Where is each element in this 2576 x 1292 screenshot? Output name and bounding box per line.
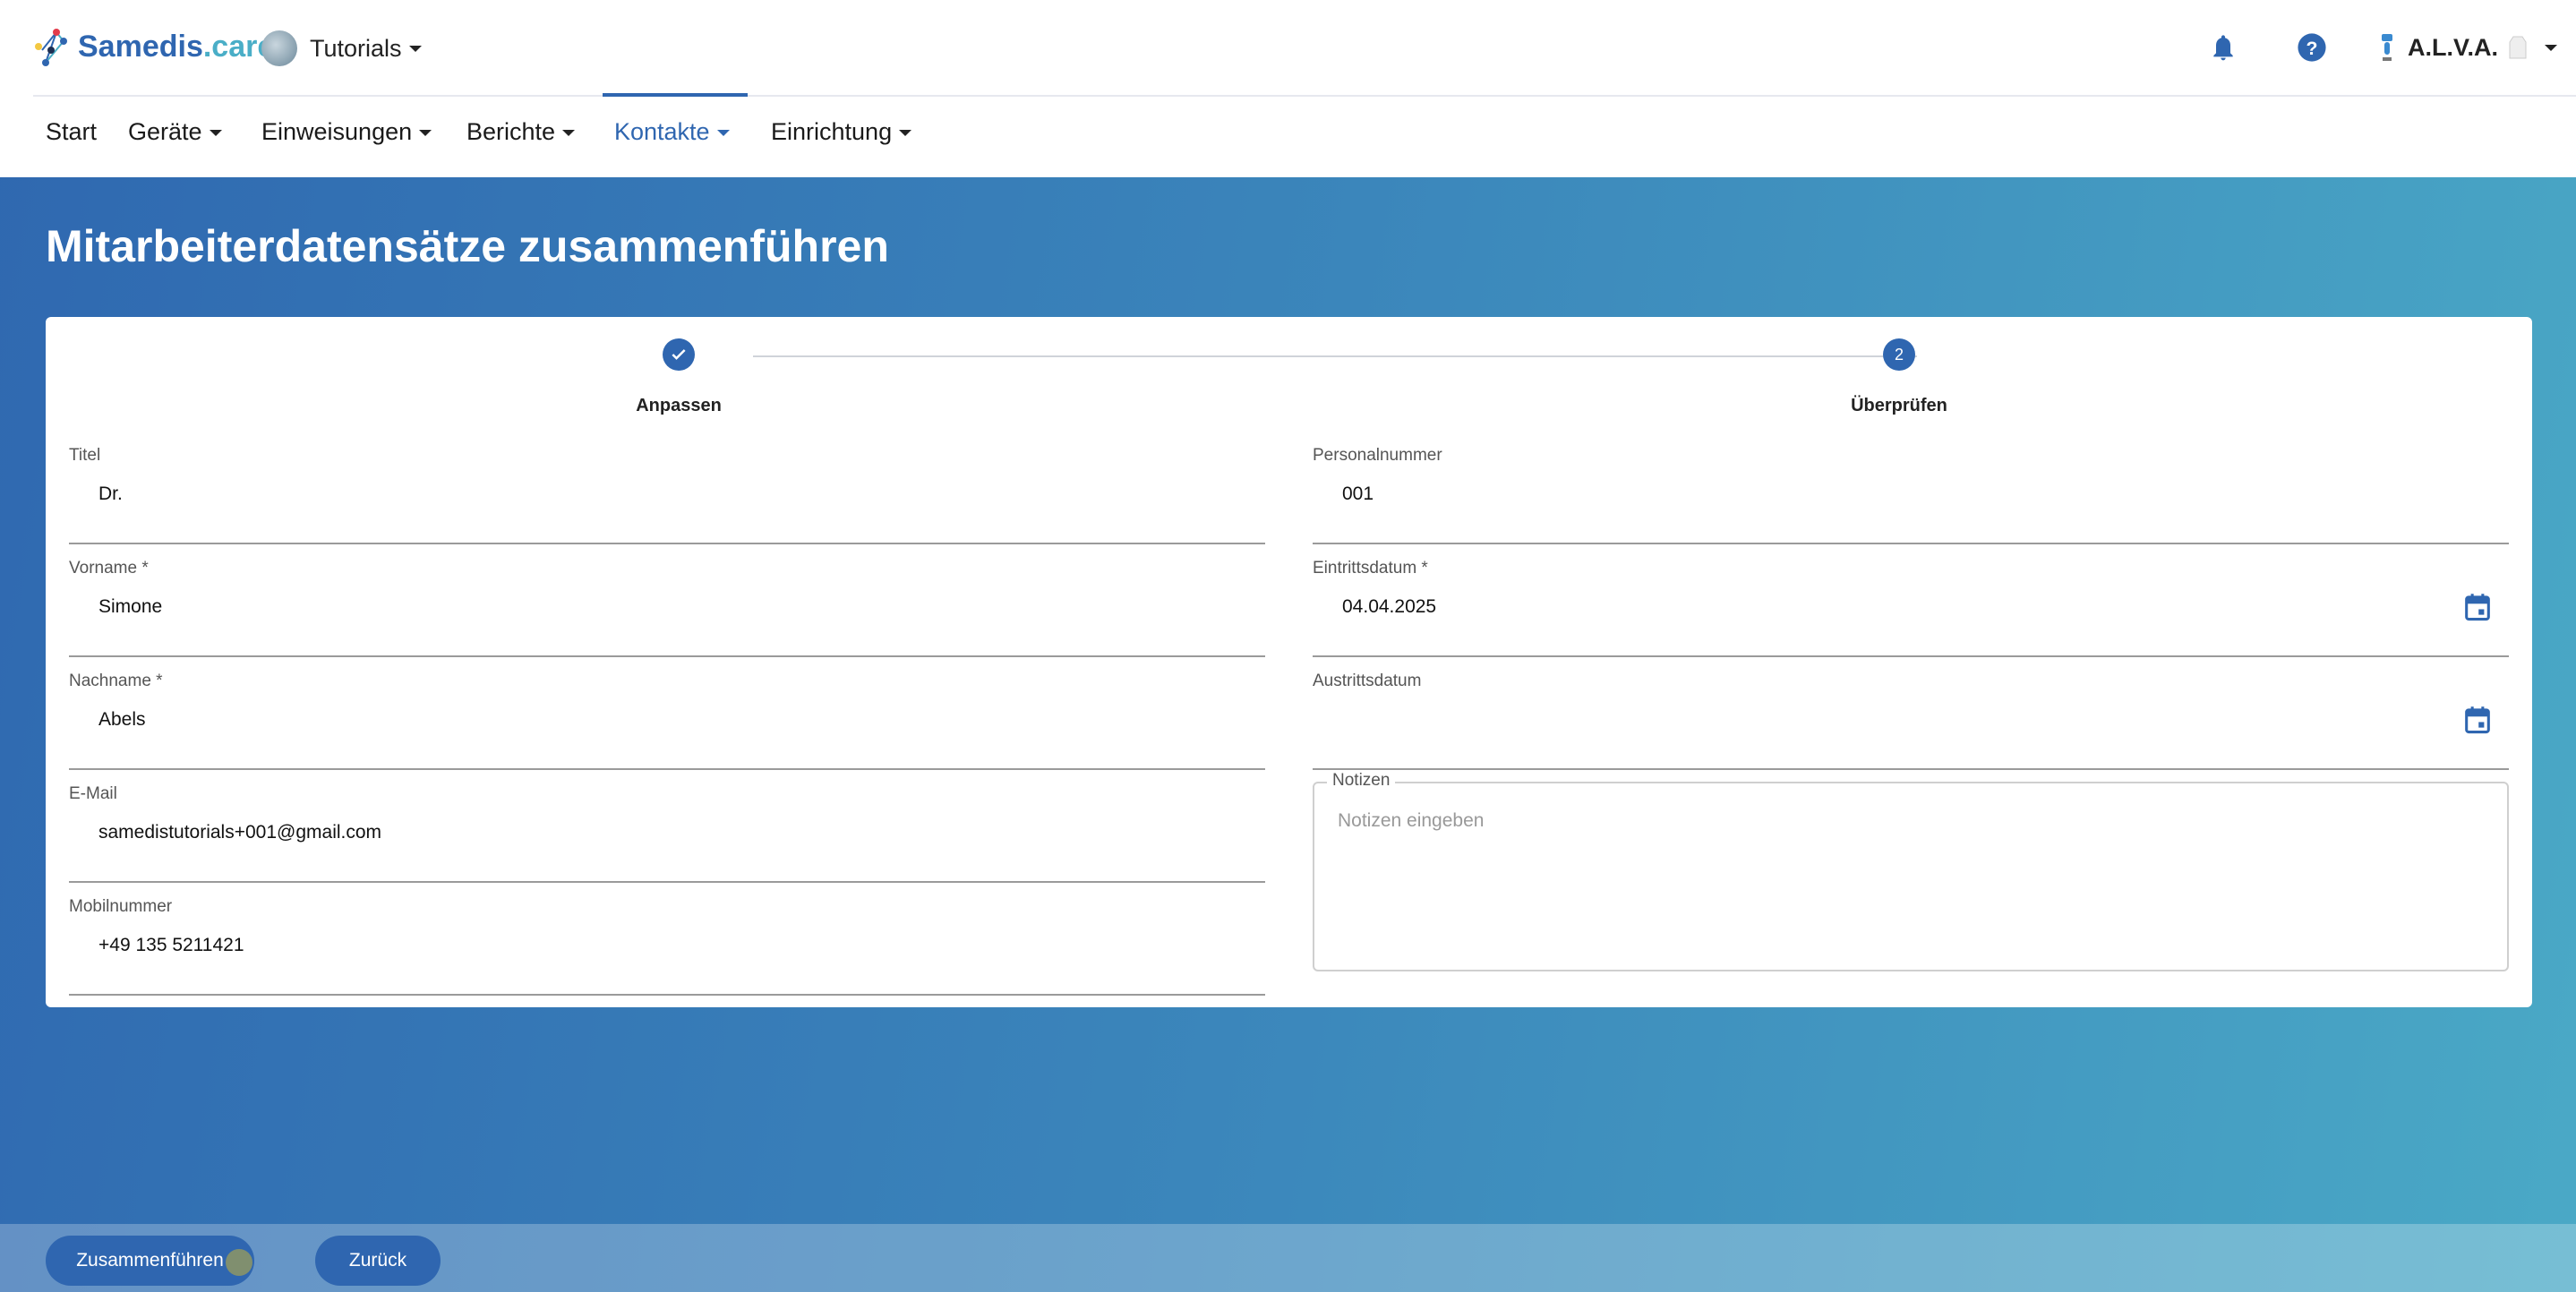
caret-down-icon [2545,44,2558,51]
email-field[interactable]: E-Mail samedistutorials+001@gmail.com [69,784,1265,883]
field-label: Eintrittsdatum * [1313,559,1428,578]
field-label: Austrittsdatum [1313,672,1422,690]
field-label: Notizen [1327,771,1396,791]
nav-einweisungen[interactable]: Einweisungen [261,118,432,146]
austrittsdatum-field[interactable]: Austrittsdatum [1313,672,2509,770]
field-label: Titel [69,446,101,465]
caret-down-icon [899,130,912,137]
nav-berichte[interactable]: Berichte [466,118,576,146]
brand-name: Samedis [78,29,203,64]
nav-start[interactable]: Start [46,118,97,146]
field-value: Dr. [98,483,123,504]
app-header: Samedis .care Tutorials Start Geräte Einw… [0,0,2576,177]
mobilnummer-field[interactable]: Mobilnummer +49 135 5211421 [69,897,1265,996]
bell-icon[interactable] [2209,32,2238,64]
field-value: 001 [1342,483,1374,504]
action-bar: Zusammenführen Zurück [0,1224,2576,1292]
caret-down-icon [562,130,576,137]
field-value: 04.04.2025 [1342,596,1437,617]
check-icon [672,349,686,360]
personalnummer-field[interactable]: Personalnummer 001 [1313,446,2509,544]
placeholder: Notizen eingeben [1338,810,1485,831]
nav-einrichtung[interactable]: Einrichtung [771,118,912,146]
field-label: Vorname * [69,559,149,578]
svg-text:?: ? [2306,38,2318,59]
nav-label: Kontakte [614,118,710,145]
step-1-label: Anpassen [636,396,722,415]
nav-geraete[interactable]: Geräte [128,118,222,146]
nav-label: Berichte [466,118,556,145]
merge-form-card: 2 Anpassen Überprüfen Titel Dr. Vorname *… [46,317,2532,1007]
nav-label: Einrichtung [771,118,893,145]
field-value: Abels [98,709,146,730]
stepper-connector [753,355,1917,357]
field-value: Simone [98,596,163,617]
field-label: Personalnummer [1313,446,1442,465]
merge-button[interactable]: Zusammenführen [46,1236,254,1286]
org-avatar [261,30,297,66]
field-value: +49 135 5211421 [98,935,244,955]
caret-down-icon [419,130,432,137]
step-2-label: Überprüfen [1851,396,1947,415]
org-name: Tutorials [310,34,402,62]
nav-label: Einweisungen [261,118,413,145]
field-label: E-Mail [69,784,117,803]
logo-icon [35,29,67,66]
step-2-active[interactable]: 2 [1883,338,1915,371]
step-number: 2 [1894,345,1904,364]
nav-label: Geräte [128,118,202,145]
vorname-field[interactable]: Vorname * Simone [69,559,1265,657]
help-icon[interactable]: ? [2297,32,2327,63]
robot-avatar-icon [2382,34,2392,61]
field-label: Mobilnummer [69,897,173,916]
back-button[interactable]: Zurück [315,1236,441,1286]
calendar-icon[interactable] [2464,593,2491,621]
nav-kontakte[interactable]: Kontakte [614,118,730,146]
titel-field[interactable]: Titel Dr. [69,446,1265,544]
eintrittsdatum-field[interactable]: Eintrittsdatum * 04.04.2025 [1313,559,2509,657]
caret-down-icon [716,130,730,137]
notizen-textarea[interactable]: Notizen Notizen eingeben [1313,771,2509,971]
user-menu[interactable]: A.L.V.A. [2377,32,2558,63]
caret-down-icon [408,45,422,52]
calendar-icon[interactable] [2464,706,2491,734]
field-label: Nachname * [69,672,163,690]
step-1-done[interactable] [663,338,695,371]
caret-down-icon [209,130,222,137]
header-divider [33,95,2576,97]
page-title: Mitarbeiterdatensätze zusammenführen [46,221,889,271]
field-value: samedistutorials+001@gmail.com [98,822,382,843]
org-switcher[interactable]: Tutorials [261,30,422,66]
user-name: A.L.V.A. [2408,33,2499,61]
nachname-field[interactable]: Nachname * Abels [69,672,1265,770]
nav-label: Start [46,118,98,145]
active-nav-indicator [603,93,748,97]
brand-logo[interactable]: Samedis .care [33,27,274,66]
lab-coat-icon [2509,36,2527,59]
cursor-highlight [226,1249,252,1276]
